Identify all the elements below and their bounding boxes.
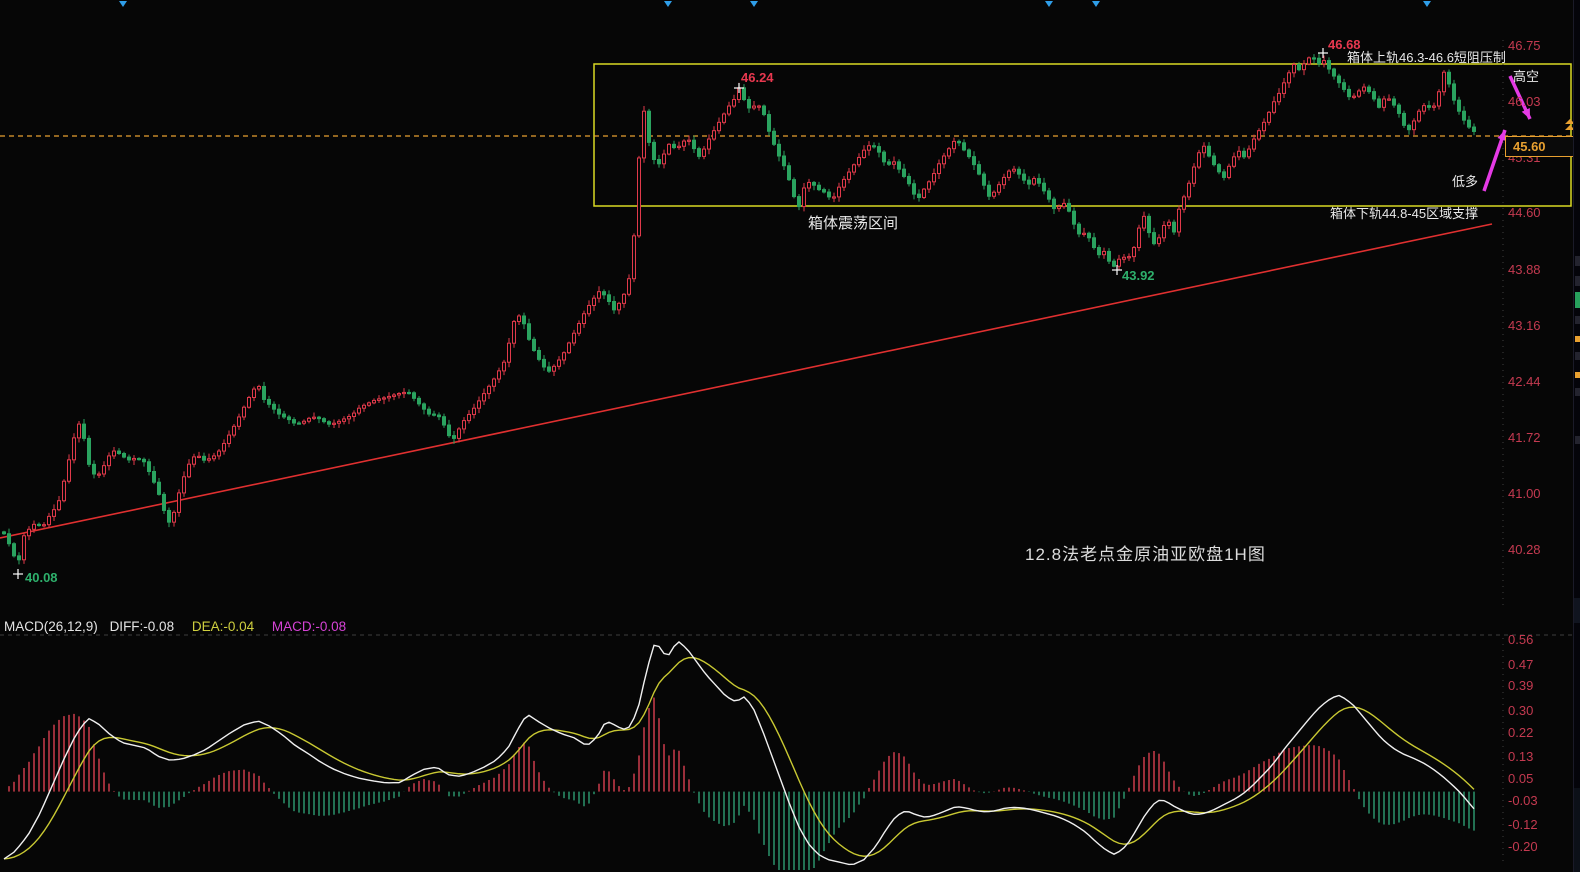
price-up-marker-icon — [1565, 125, 1575, 130]
strip-fragment — [1575, 436, 1580, 444]
macd-axis-label: -0.03 — [1508, 792, 1538, 808]
price-extreme-label: 40.08 — [25, 570, 58, 585]
long-at-low-annotation: 低多 — [1452, 174, 1479, 189]
current-price-box: 45.60 — [1505, 136, 1580, 157]
right-edge-panel-strip — [1573, 0, 1580, 872]
box-upper-annotation: 箱体上轨46.3-46.6短阻压制 — [1347, 50, 1506, 65]
strip-fragment — [1575, 316, 1580, 324]
price-extreme-label: 46.24 — [741, 70, 774, 85]
macd-axis-label: 0.39 — [1508, 678, 1534, 694]
strip-fragment — [1575, 388, 1580, 396]
strip-navy-block — [1574, 788, 1580, 872]
strip-fragment — [1575, 276, 1580, 286]
macd-dea-value: DEA:-0.04 — [191, 619, 255, 634]
price-axis-label: 41.72 — [1508, 429, 1541, 445]
macd-histogram — [8, 697, 1475, 870]
short-at-high-annotation: 高空 — [1513, 69, 1540, 84]
price-marker-arrows — [1565, 119, 1575, 130]
session-marker-icon — [1045, 1, 1053, 7]
strip-orange-block — [1575, 372, 1580, 378]
macd-macd-value: MACD:-0.08 — [271, 619, 347, 634]
macd-indicator-header: MACD(26,12,9) DIFF:-0.08 DEA:-0.04 MACD:… — [4, 619, 346, 634]
session-marker-icon — [1092, 1, 1100, 7]
price-axis-label: 46.03 — [1508, 94, 1541, 110]
macd-axis-label: 0.22 — [1508, 724, 1534, 740]
strip-fragment — [1575, 256, 1580, 266]
macd-diff-value: DIFF:-0.08 — [109, 619, 175, 634]
strip-green-block — [1575, 292, 1580, 308]
strip-navy-block — [1574, 598, 1580, 623]
session-marker-icon — [664, 1, 672, 7]
price-extreme-label: 43.92 — [1122, 268, 1155, 283]
macd-axis-label: 0.47 — [1508, 656, 1534, 672]
trade-arrow — [1482, 129, 1507, 192]
macd-params-label: MACD(26,12,9) — [4, 619, 98, 634]
price-axis-label: 46.75 — [1508, 38, 1541, 53]
price-axis-label: 43.16 — [1508, 317, 1541, 333]
macd-axis-label: 0.56 — [1508, 632, 1534, 648]
price-extreme-label: 46.68 — [1328, 37, 1361, 52]
trade-arrow-head — [1497, 130, 1506, 141]
ascending-trendline — [0, 223, 1493, 539]
trade-arrow-head — [1521, 108, 1530, 119]
price-axis-label: 41.00 — [1508, 485, 1541, 501]
consolidation-box — [593, 63, 1572, 207]
macd-lines — [3, 641, 1475, 866]
chart-guides — [0, 40, 1580, 866]
candlestick-series[interactable] — [2, 52, 1476, 565]
macd-axis-label: 0.13 — [1508, 749, 1534, 765]
price-axis-label: 40.28 — [1508, 542, 1541, 557]
session-marker-icon — [119, 1, 127, 7]
macd-axis-label: 0.30 — [1508, 702, 1534, 718]
macd-axis-label: -0.12 — [1508, 817, 1538, 833]
box-lower-annotation: 箱体下轨44.8-45区域支撑 — [1330, 206, 1479, 221]
price-axis-label: 44.60 — [1508, 205, 1541, 221]
macd-axis-label: 0.05 — [1508, 770, 1534, 786]
price-axis-label: 42.44 — [1508, 373, 1541, 389]
watermark-title: 12.8法老点金原油亚欧盘1H图 — [1025, 545, 1266, 564]
dea-line — [3, 656, 1475, 860]
session-marker-icon — [750, 1, 758, 7]
strip-orange-block — [1575, 336, 1580, 342]
trade-arrows — [1482, 75, 1532, 192]
macd-axis-label: -0.20 — [1508, 839, 1538, 855]
session-marker-icon — [1423, 1, 1431, 7]
price-up-marker-icon — [1565, 119, 1575, 124]
diff-line — [3, 641, 1475, 866]
box-range-annotation: 箱体震荡区间 — [808, 215, 899, 232]
strip-fragment — [1575, 352, 1580, 360]
price-axis-label: 43.88 — [1508, 261, 1541, 277]
extreme-cross-markers — [13, 48, 1328, 579]
